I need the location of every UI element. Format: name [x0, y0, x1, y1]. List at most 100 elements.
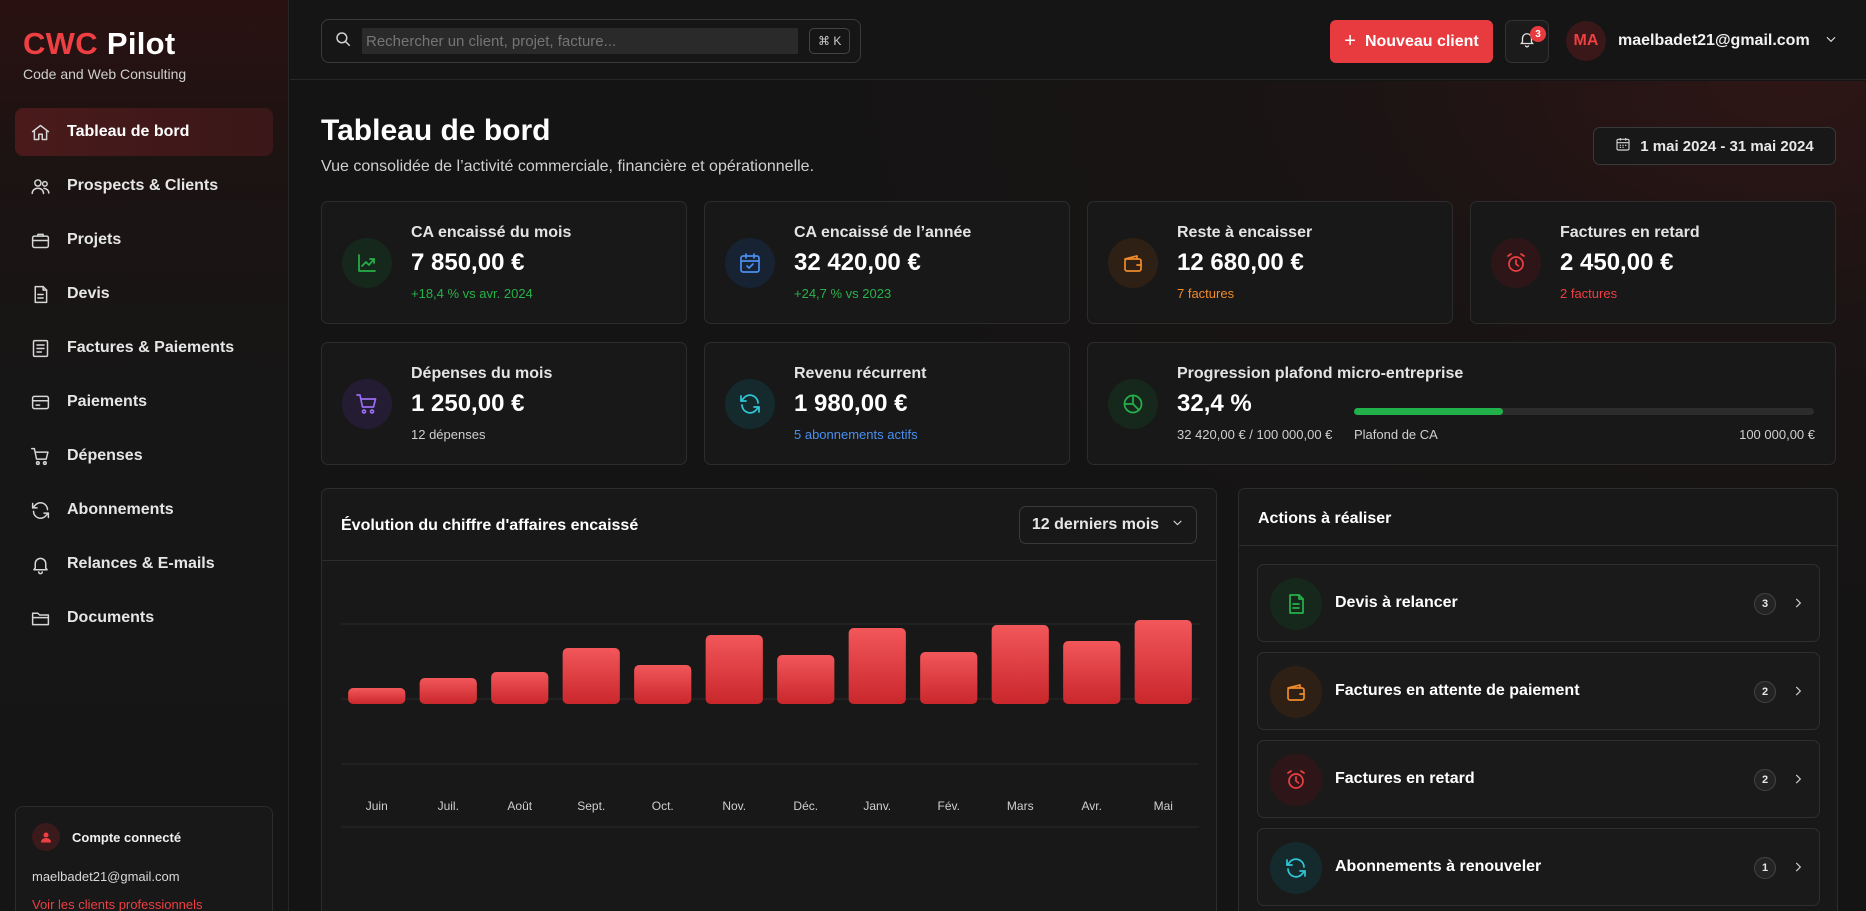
sidebar-item-subscriptions[interactable]: Abonnements: [15, 486, 273, 534]
kpi-card-recurring-revenue[interactable]: Revenu récurrent 1 980,00 € 5 abonnement…: [704, 342, 1070, 465]
folder-icon: [29, 607, 51, 629]
action-item-late-invoices[interactable]: Factures en retard 2: [1257, 740, 1820, 818]
kpi-sub: 32 420,00 € / 100 000,00 €: [1177, 427, 1333, 442]
chart-bar[interactable]: [491, 672, 549, 704]
date-range-label: 1 mai 2024 - 31 mai 2024: [1640, 137, 1814, 155]
chart-bar[interactable]: [1134, 620, 1192, 704]
refresh-icon: [725, 379, 775, 429]
action-count: 2: [1754, 769, 1776, 791]
users-icon: [29, 175, 51, 197]
chevron-right-icon: [1791, 860, 1805, 879]
sidebar-item-label: Abonnements: [67, 501, 174, 518]
kpi-label: Revenu récurrent: [794, 365, 927, 382]
kpi-card-monthly-expenses[interactable]: Dépenses du mois 1 250,00 € 12 dépenses: [321, 342, 687, 465]
chart-bar[interactable]: [348, 688, 406, 704]
sidebar-item-label: Dépenses: [67, 447, 143, 464]
sidebar-item-prospects-clients[interactable]: Prospects & Clients: [15, 162, 273, 210]
kpi-value: 2 450,00 €: [1560, 249, 1674, 276]
plafond-progress-bar: [1354, 408, 1814, 415]
search-icon: [334, 30, 352, 53]
sidebar-nav: Tableau de bord Prospects & Clients Proj…: [15, 108, 273, 648]
chart-bar[interactable]: [848, 628, 906, 704]
sidebar-item-dashboard[interactable]: Tableau de bord: [15, 108, 273, 156]
kpi-card-monthly-revenue[interactable]: CA encaissé du mois 7 850,00 € +18,4 % v…: [321, 201, 687, 324]
kpi-label: CA encaissé de l’année: [794, 224, 972, 241]
chart-x-tick-label: Sept.: [577, 799, 605, 813]
chart-bar[interactable]: [1063, 641, 1121, 704]
chart-bar[interactable]: [705, 635, 763, 704]
kpi-label: Progression plafond micro-entreprise: [1177, 365, 1464, 382]
search-shortcut: ⌘ K: [809, 28, 851, 54]
sidebar-item-label: Relances & E-mails: [67, 555, 215, 572]
chevron-right-icon: [1791, 596, 1805, 615]
plafond-bar-label: Plafond de CA: [1354, 427, 1438, 442]
chart-bar[interactable]: [920, 652, 978, 704]
chart-x-tick-label: Oct.: [652, 799, 674, 813]
period-select-label: 12 derniers mois: [1031, 516, 1160, 533]
chart-bar[interactable]: [419, 678, 477, 704]
main-content: Tableau de bord Vue consolidée de l’acti…: [290, 81, 1866, 911]
sidebar-item-documents[interactable]: Documents: [15, 594, 273, 642]
pie-chart-icon: [1108, 379, 1158, 429]
sidebar-item-label: Paiements: [67, 393, 148, 410]
sidebar-item-reminders-emails[interactable]: Relances & E-mails: [15, 540, 273, 588]
chart-x-tick-label: Nov.: [722, 799, 746, 813]
new-client-button[interactable]: + Nouveau client: [1330, 20, 1493, 63]
kpi-card-plafond-progress[interactable]: Progression plafond micro-entreprise 32,…: [1087, 342, 1836, 465]
professional-clients-link[interactable]: Voir les clients professionnels: [32, 897, 203, 911]
kpi-sub: +24,7 % vs 2023: [794, 286, 892, 301]
user-icon: [32, 823, 60, 851]
action-count: 1: [1754, 857, 1776, 879]
cart-icon: [342, 379, 392, 429]
topbar: ⌘ K + Nouveau client 3 MA maelbadet21@gm…: [290, 0, 1866, 80]
brand-subtitle: Code and Web Consulting: [23, 66, 187, 82]
actions-title: Actions à réaliser: [1258, 510, 1392, 527]
chart-bar[interactable]: [634, 665, 692, 704]
chevron-down-icon: [1159, 516, 1184, 534]
kpi-value: 12 680,00 €: [1177, 249, 1304, 276]
kpi-card-remaining[interactable]: Reste à encaisser 12 680,00 € 7 factures: [1087, 201, 1453, 324]
chart-bar[interactable]: [991, 625, 1049, 704]
document-icon: [1270, 578, 1322, 630]
credit-card-icon: [29, 391, 51, 413]
chart-title: Évolution du chiffre d'affaires encaissé: [341, 517, 639, 534]
calendar-check-icon: [725, 238, 775, 288]
chart-x-tick-label: Janv.: [863, 799, 891, 813]
kpi-value: 32,4 %: [1177, 390, 1252, 417]
notifications-button[interactable]: 3: [1505, 20, 1549, 63]
sidebar-item-label: Projets: [67, 231, 122, 248]
user-menu[interactable]: MA maelbadet21@gmail.com: [1566, 21, 1838, 61]
kpi-label: Factures en retard: [1560, 224, 1700, 241]
action-item-quotes-followup[interactable]: Devis à relancer 3: [1257, 564, 1820, 642]
briefcase-icon: [29, 229, 51, 251]
chart-bar[interactable]: [777, 655, 835, 704]
plafond-progress-fill: [1354, 408, 1504, 415]
chart-x-tick-label: Déc.: [793, 799, 818, 813]
bell-icon: [1518, 30, 1536, 53]
search-input[interactable]: [362, 28, 798, 54]
sidebar-item-payments[interactable]: Paiements: [15, 378, 273, 426]
period-select[interactable]: 12 derniers mois: [1019, 506, 1197, 544]
sidebar-item-quotes[interactable]: Devis: [15, 270, 273, 318]
account-header: Compte connecté: [32, 823, 256, 851]
kpi-label: Dépenses du mois: [411, 365, 553, 382]
date-range-picker[interactable]: 1 mai 2024 - 31 mai 2024: [1593, 127, 1836, 165]
wallet-icon: [1270, 666, 1322, 718]
avatar: MA: [1566, 21, 1606, 61]
document-icon: [29, 283, 51, 305]
brand[interactable]: CWC Pilot Code and Web Consulting: [23, 26, 186, 82]
kpi-card-late-invoices[interactable]: Factures en retard 2 450,00 € 2 factures: [1470, 201, 1836, 324]
sidebar-item-invoices-payments[interactable]: Factures & Paiements: [15, 324, 273, 372]
kpi-card-yearly-revenue[interactable]: CA encaissé de l’année 32 420,00 € +24,7…: [704, 201, 1070, 324]
chevron-right-icon: [1791, 772, 1805, 791]
search-bar[interactable]: ⌘ K: [321, 19, 861, 63]
sidebar-item-projects[interactable]: Projets: [15, 216, 273, 264]
chart-x-tick-label: Juin: [366, 799, 388, 813]
action-item-pending-invoices[interactable]: Factures en attente de paiement 2: [1257, 652, 1820, 730]
sidebar-item-label: Factures & Paiements: [67, 339, 235, 356]
chart-x-tick-label: Mars: [1007, 799, 1034, 813]
sidebar-item-expenses[interactable]: Dépenses: [15, 432, 273, 480]
action-item-subscriptions-renewal[interactable]: Abonnements à renouveler 1: [1257, 828, 1820, 906]
chart-bar[interactable]: [562, 648, 620, 704]
chart-x-tick-label: Juil.: [438, 799, 459, 813]
